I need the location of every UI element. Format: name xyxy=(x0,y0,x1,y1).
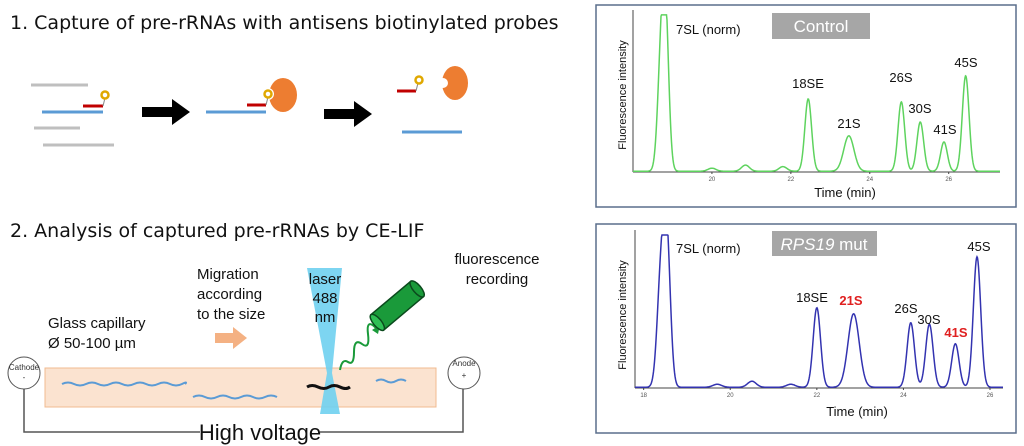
y-axis-label: Fluorescence intensity xyxy=(617,40,629,150)
anode: Anode + xyxy=(447,356,481,390)
cathode: Cathode - xyxy=(7,356,41,390)
laser-label: laser xyxy=(309,271,342,288)
x-tick-label: 26 xyxy=(945,177,952,183)
anode-sign: + xyxy=(462,371,467,380)
badge-suffix: mut xyxy=(834,235,867,254)
biotin-icon xyxy=(414,75,424,85)
migration-label: Migration xyxy=(197,266,259,283)
peak-label: 7SL (norm) xyxy=(676,22,741,37)
fluorescence-wave-icon xyxy=(339,323,377,371)
wire xyxy=(320,389,464,433)
detector-icon xyxy=(369,280,426,332)
glass-capillary xyxy=(44,367,437,408)
mutant-badge xyxy=(772,231,877,256)
migration-label: to the size xyxy=(197,306,265,323)
cathode-sign: - xyxy=(23,373,26,382)
laser-wavelength: 488 xyxy=(312,290,337,307)
x-tick-label: 24 xyxy=(866,177,873,183)
peak-label: 18SE xyxy=(796,290,828,305)
streptavidin-bead xyxy=(269,78,297,112)
control-badge-text: Control xyxy=(794,17,849,36)
arrow-icon xyxy=(142,99,190,125)
biotin-icon xyxy=(263,89,273,99)
capillary-label: Glass capillary xyxy=(48,315,146,332)
peak-label: 41S xyxy=(933,122,956,137)
peak-label: 45S xyxy=(954,55,977,70)
gene-name: RPS19 xyxy=(781,235,835,254)
peak-label: 30S xyxy=(917,312,940,327)
migration-label: according xyxy=(197,286,262,303)
capture-step-1 xyxy=(31,83,114,147)
laser-unit: nm xyxy=(315,309,336,326)
peak-label: 26S xyxy=(894,301,917,316)
detector-label: recording xyxy=(466,271,529,288)
wire xyxy=(23,389,200,433)
detector-label: fluorescence xyxy=(454,251,539,268)
mutant-badge-text: RPS19 mut xyxy=(781,235,868,254)
migration-arrow-icon xyxy=(215,327,247,349)
peak-label: 21S xyxy=(837,116,860,131)
electropherogram-trace xyxy=(633,14,1000,172)
rna-molecules xyxy=(61,378,407,400)
x-tick-label: 26 xyxy=(987,393,994,399)
capture-step-2 xyxy=(206,78,297,114)
peak-label: 30S xyxy=(908,101,931,116)
x-tick-label: 20 xyxy=(709,177,716,183)
panel1-title: 1. Capture of pre-rRNAs with antisens bi… xyxy=(10,12,558,34)
mutant-chart-frame xyxy=(595,223,1017,434)
panel2-title: 2. Analysis of captured pre-rRNAs by CE-… xyxy=(10,220,424,242)
peak-label: 45S xyxy=(967,239,990,254)
voltage-label: High voltage xyxy=(199,420,321,445)
capture-step-3 xyxy=(397,66,468,134)
laser-beam xyxy=(307,268,342,414)
electropherogram-trace xyxy=(635,234,1003,388)
arrow-icon xyxy=(324,101,372,127)
x-axis-label: Time (min) xyxy=(826,404,888,419)
peak-label: 7SL (norm) xyxy=(676,241,741,256)
x-tick-label: 22 xyxy=(813,393,820,399)
x-tick-label: 18 xyxy=(640,393,647,399)
biotin-icon xyxy=(100,90,110,100)
x-tick-label: 20 xyxy=(727,393,734,399)
streptavidin-bead xyxy=(442,66,468,100)
x-tick-label: 24 xyxy=(900,393,907,399)
peak-label: 18SE xyxy=(792,76,824,91)
peak-label: 41S xyxy=(944,325,967,340)
control-badge xyxy=(772,13,870,39)
capillary-diameter: Ø 50-100 µm xyxy=(48,335,136,352)
anode-label: Anode xyxy=(452,359,476,368)
peak-label: 26S xyxy=(889,70,912,85)
detected-rna xyxy=(306,384,351,390)
y-axis-label: Fluorescence intensity xyxy=(617,260,629,370)
cathode-label: Cathode xyxy=(9,363,40,372)
peak-label: 21S xyxy=(839,293,862,308)
x-tick-label: 22 xyxy=(788,177,795,183)
x-axis-label: Time (min) xyxy=(814,185,876,200)
